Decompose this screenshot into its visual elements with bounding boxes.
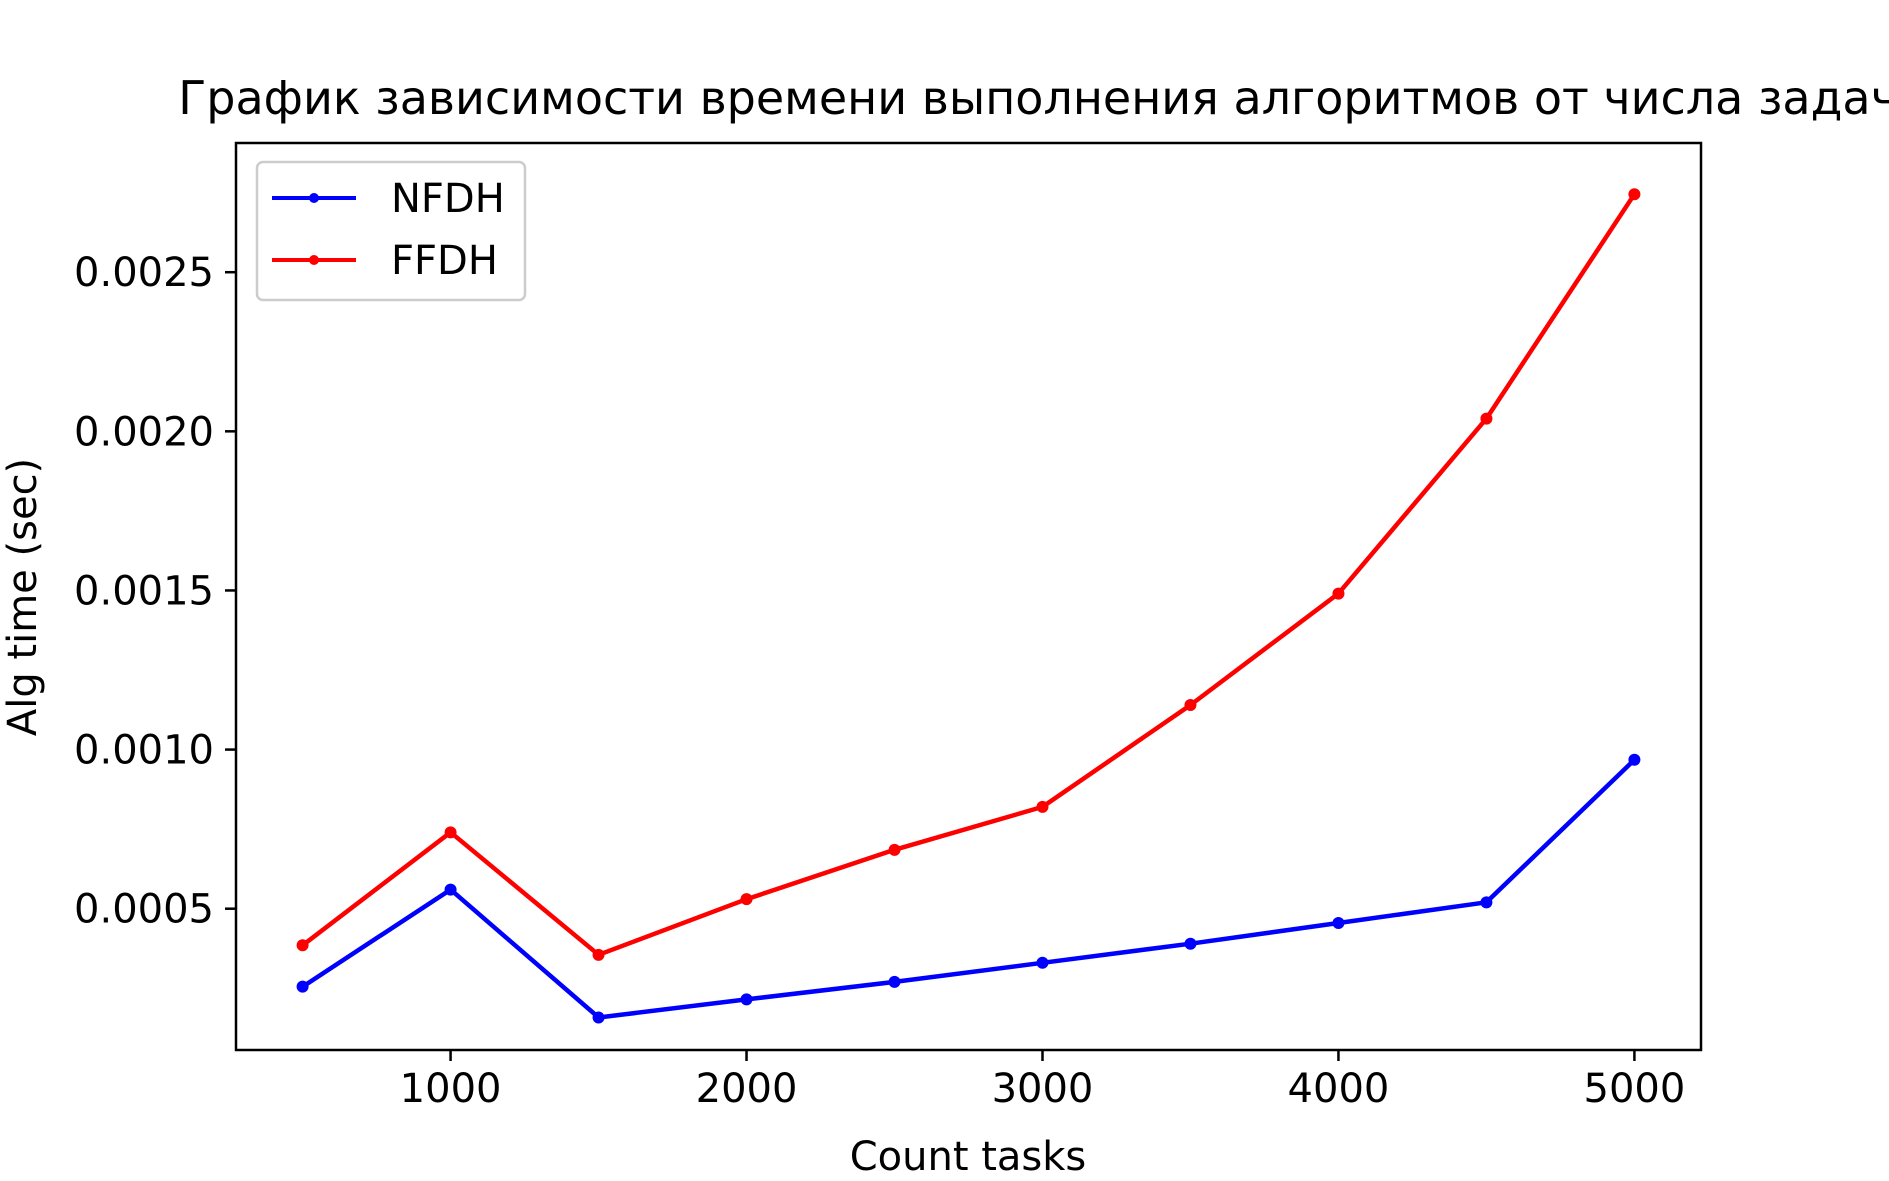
- data-point-ffdh: [1480, 412, 1493, 425]
- data-point-nfdh: [1480, 896, 1493, 909]
- legend-marker-ffdh: [309, 255, 319, 265]
- y-tick-label: 0.0005: [74, 887, 214, 933]
- data-point-ffdh: [444, 826, 457, 839]
- data-point-ffdh: [1184, 699, 1197, 712]
- legend-label-nfdh: NFDH: [391, 176, 505, 222]
- y-tick-label: 0.0010: [74, 728, 214, 774]
- data-point-nfdh: [592, 1011, 605, 1024]
- data-point-nfdh: [1184, 937, 1197, 950]
- data-point-nfdh: [1036, 956, 1049, 969]
- x-tick-label: 2000: [696, 1066, 798, 1112]
- data-point-ffdh: [1628, 188, 1641, 201]
- data-point-ffdh: [888, 843, 901, 856]
- data-point-nfdh: [1628, 753, 1641, 766]
- data-point-ffdh: [296, 939, 309, 952]
- y-tick-label: 0.0020: [74, 409, 214, 455]
- x-axis-ticks: 1000 2000 3000 4000 5000: [400, 1050, 1686, 1112]
- data-point-nfdh: [740, 993, 753, 1006]
- x-tick-label: 5000: [1584, 1066, 1686, 1112]
- legend-marker-nfdh: [309, 193, 319, 203]
- chart-title: График зависимости времени выполнения ал…: [178, 71, 1889, 125]
- y-axis-ticks: 0.0005 0.0010 0.0015 0.0020 0.0025: [74, 250, 236, 933]
- x-tick-label: 4000: [1288, 1066, 1390, 1112]
- data-point-ffdh: [1036, 800, 1049, 813]
- data-point-ffdh: [592, 948, 605, 961]
- data-point-nfdh: [444, 883, 457, 896]
- data-point-nfdh: [1332, 917, 1345, 930]
- series-layer: [296, 188, 1641, 1024]
- data-point-ffdh: [740, 893, 753, 906]
- y-axis-label: Alg time (sec): [0, 458, 46, 736]
- x-tick-label: 1000: [400, 1066, 502, 1112]
- legend-label-ffdh: FFDH: [391, 238, 498, 284]
- y-tick-label: 0.0025: [74, 250, 214, 296]
- legend: NFDH FFDH: [255, 160, 527, 302]
- data-point-ffdh: [1332, 587, 1345, 600]
- series-line-nfdh: [299, 756, 1638, 1020]
- x-axis-label: Count tasks: [850, 1134, 1087, 1180]
- data-point-nfdh: [296, 980, 309, 993]
- y-tick-label: 0.0015: [74, 568, 214, 614]
- series-line-ffdh: [299, 191, 1638, 958]
- x-tick-label: 3000: [992, 1066, 1094, 1112]
- data-point-nfdh: [888, 975, 901, 988]
